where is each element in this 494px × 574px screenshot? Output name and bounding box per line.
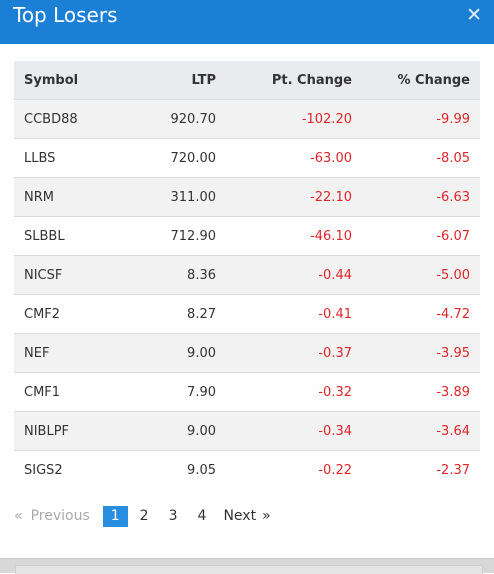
pct-change-cell: -6.63 (362, 177, 480, 217)
top-losers-table: Symbol LTP Pt. Change % Change CCBD88 920… (14, 61, 480, 489)
close-icon[interactable]: ✕ (466, 4, 482, 26)
pt-change-cell: -0.34 (226, 411, 362, 451)
page-4-button[interactable]: 4 (197, 507, 207, 524)
next-arrow[interactable]: » (262, 508, 271, 524)
table-header-row: Symbol LTP Pt. Change % Change (14, 61, 480, 100)
ltp-cell: 8.36 (130, 255, 226, 295)
ltp-cell: 7.90 (130, 372, 226, 412)
background-strip (0, 558, 494, 574)
pt-change-cell: -102.20 (226, 99, 362, 139)
table-row[interactable]: CMF2 8.27 -0.41 -4.72 (14, 294, 480, 334)
pt-change-cell: -0.32 (226, 372, 362, 412)
modal-title: Top Losers (13, 3, 118, 27)
symbol-cell: NEF (14, 333, 130, 373)
pct-change-cell: -4.72 (362, 294, 480, 334)
table-row[interactable]: LLBS 720.00 -63.00 -8.05 (14, 138, 480, 178)
next-button[interactable]: Next (223, 508, 257, 524)
pct-change-cell: -9.99 (362, 99, 480, 139)
table-row[interactable]: NRM 311.00 -22.10 -6.63 (14, 177, 480, 217)
pt-change-cell: -22.10 (226, 177, 362, 217)
previous-button[interactable]: Previous (30, 508, 90, 524)
ltp-cell: 9.05 (130, 450, 226, 489)
pt-change-cell: -0.22 (226, 450, 362, 489)
prev-arrow: « (14, 508, 23, 524)
ltp-cell: 720.00 (130, 138, 226, 178)
symbol-cell: CCBD88 (14, 99, 130, 139)
ltp-cell: 8.27 (130, 294, 226, 334)
pct-change-cell: -3.64 (362, 411, 480, 451)
ltp-cell: 712.90 (130, 216, 226, 256)
table-row[interactable]: SIGS2 9.05 -0.22 -2.37 (14, 450, 480, 489)
symbol-cell: SLBBL (14, 216, 130, 256)
page-3-button[interactable]: 3 (168, 507, 178, 524)
ltp-cell: 9.00 (130, 411, 226, 451)
symbol-cell: CMF1 (14, 372, 130, 412)
pct-change-cell: -6.07 (362, 216, 480, 256)
pct-change-cell: -3.95 (362, 333, 480, 373)
symbol-cell: LLBS (14, 138, 130, 178)
table-row[interactable]: CMF1 7.90 -0.32 -3.89 (14, 372, 480, 412)
pct-change-cell: -3.89 (362, 372, 480, 412)
header-ltp[interactable]: LTP (130, 61, 226, 100)
page-2-button[interactable]: 2 (139, 507, 149, 524)
symbol-cell: NICSF (14, 255, 130, 295)
ltp-cell: 920.70 (130, 99, 226, 139)
pct-change-cell: -2.37 (362, 450, 480, 489)
table-row[interactable]: NICSF 8.36 -0.44 -5.00 (14, 255, 480, 295)
header-pt-change[interactable]: Pt. Change (226, 61, 362, 100)
symbol-cell: NIBLPF (14, 411, 130, 451)
pt-change-cell: -0.37 (226, 333, 362, 373)
header-symbol[interactable]: Symbol (14, 61, 130, 100)
pt-change-cell: -0.44 (226, 255, 362, 295)
pct-change-cell: -5.00 (362, 255, 480, 295)
header-pct-change[interactable]: % Change (362, 61, 480, 100)
table-row[interactable]: NIBLPF 9.00 -0.34 -3.64 (14, 411, 480, 451)
ltp-cell: 9.00 (130, 333, 226, 373)
symbol-cell: SIGS2 (14, 450, 130, 489)
background-panel (15, 565, 483, 574)
page-1-button[interactable]: 1 (102, 505, 128, 527)
table-row[interactable]: SLBBL 712.90 -46.10 -6.07 (14, 216, 480, 256)
table-row[interactable]: NEF 9.00 -0.37 -3.95 (14, 333, 480, 373)
modal-header: Top Losers ✕ (0, 0, 494, 44)
pagination: « Previous 1 2 3 4 Next » (14, 505, 271, 527)
pt-change-cell: -63.00 (226, 138, 362, 178)
symbol-cell: CMF2 (14, 294, 130, 334)
pt-change-cell: -0.41 (226, 294, 362, 334)
ltp-cell: 311.00 (130, 177, 226, 217)
table-row[interactable]: CCBD88 920.70 -102.20 -9.99 (14, 99, 480, 139)
pct-change-cell: -8.05 (362, 138, 480, 178)
symbol-cell: NRM (14, 177, 130, 217)
pt-change-cell: -46.10 (226, 216, 362, 256)
